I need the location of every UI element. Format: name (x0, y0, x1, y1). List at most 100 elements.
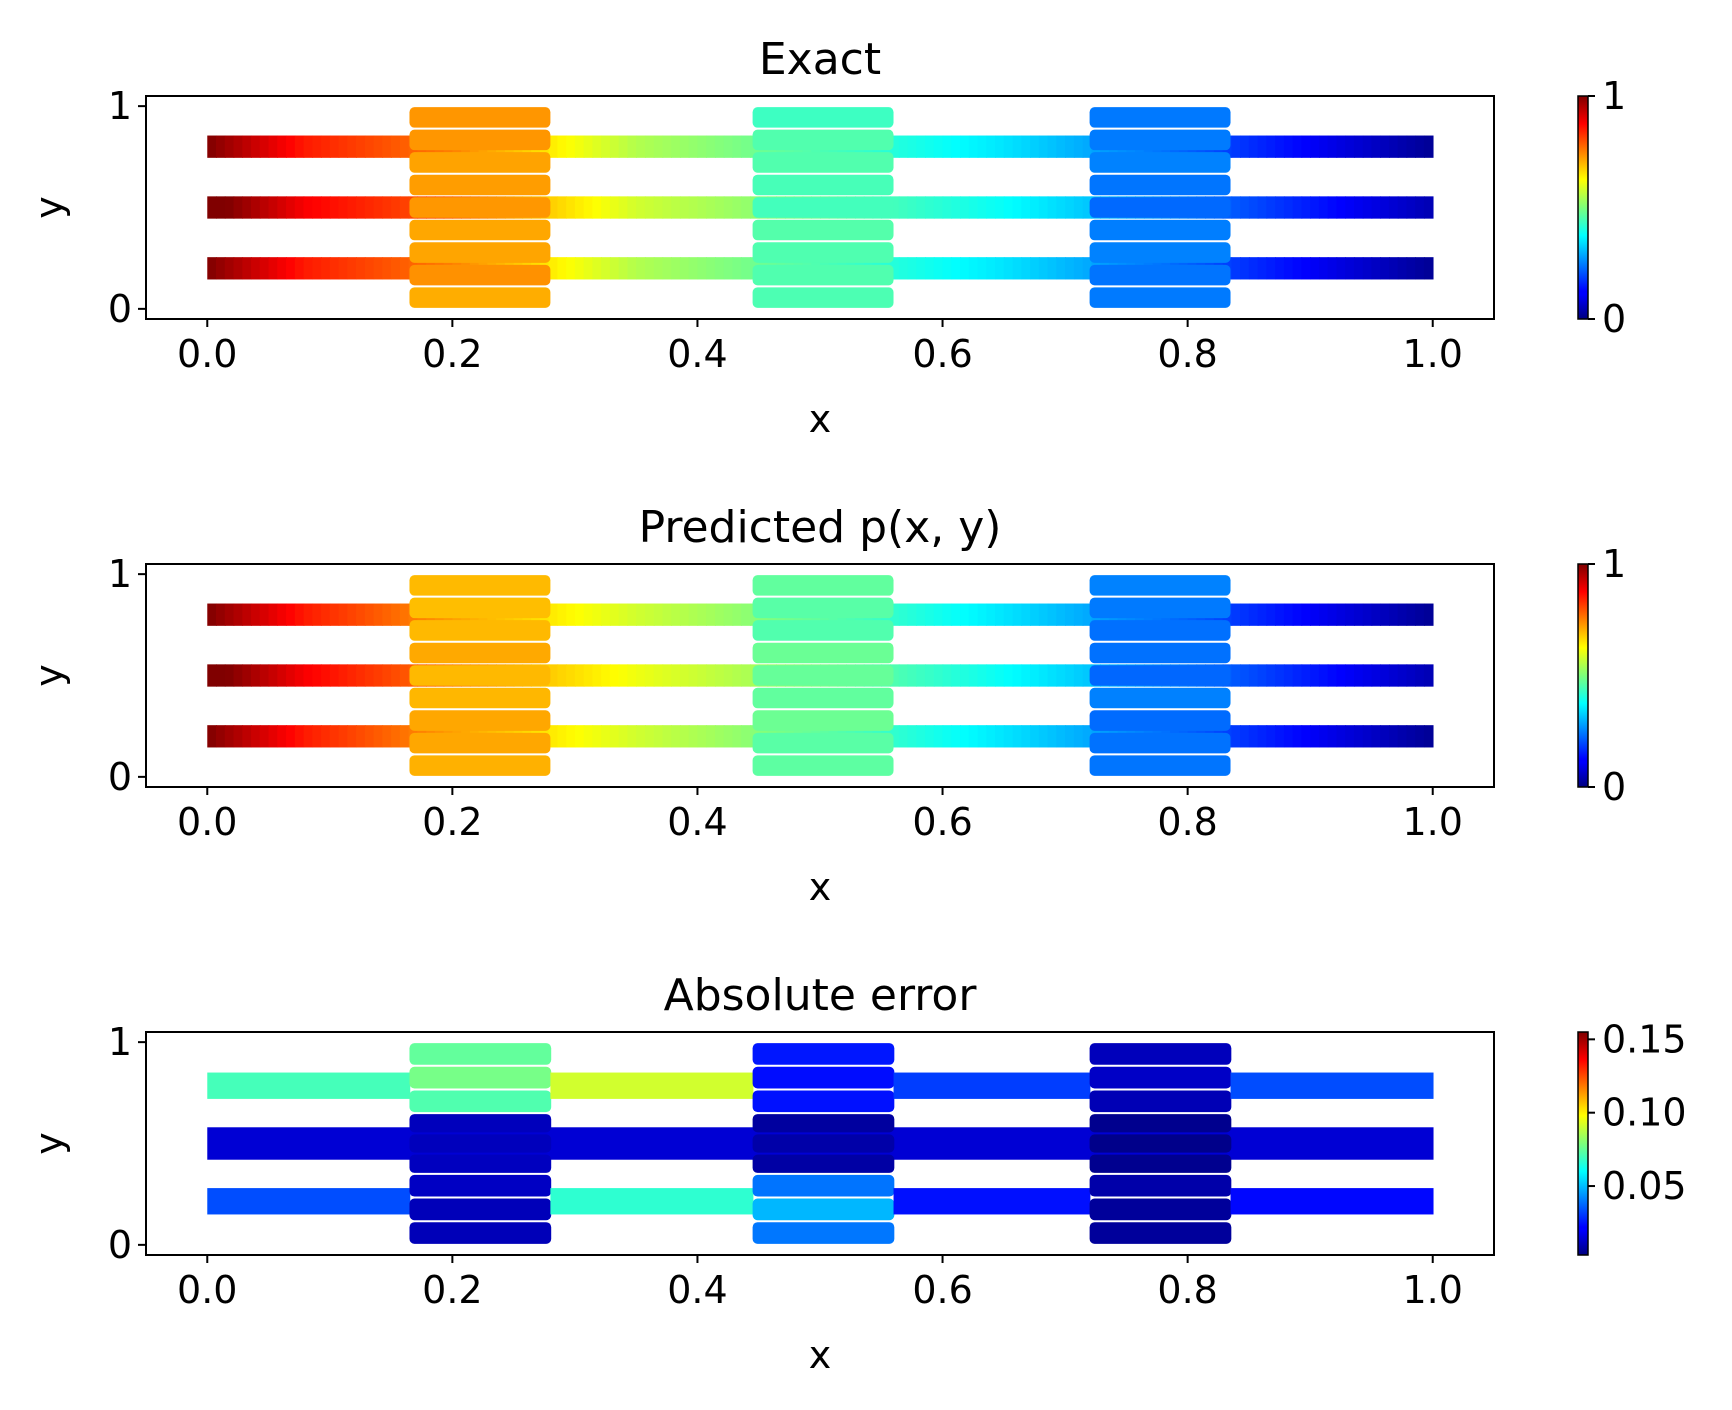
colorbar-tick-label: 1 (1602, 542, 1626, 586)
channel-cell (1283, 725, 1294, 748)
channel-cell (364, 257, 375, 280)
chamber-cell (409, 665, 551, 686)
channel-cell (583, 257, 594, 280)
channel-cell (653, 196, 664, 219)
channel-cell (548, 664, 559, 687)
channel-cell (960, 257, 970, 280)
channel-cell (1336, 725, 1346, 748)
channel-cell (1406, 135, 1417, 158)
channel-cell (1012, 603, 1023, 626)
chamber-cell (1089, 242, 1231, 263)
channel-cell (1030, 135, 1040, 158)
channel-cell (1003, 196, 1014, 219)
chamber-cell (752, 597, 894, 619)
channel-cell (1283, 603, 1294, 626)
channel-cell (207, 196, 217, 219)
channel-cell (1327, 603, 1338, 626)
channel-cell (1082, 603, 1093, 626)
panel-title: Exact (759, 34, 881, 85)
chamber-cell (409, 242, 551, 263)
channel-cell (338, 196, 349, 219)
channel-cell (338, 257, 349, 280)
channel-cell (960, 664, 970, 687)
channel-cell (627, 135, 637, 158)
channel-cell (942, 725, 953, 748)
channel-cell (916, 603, 926, 626)
channel-cell (907, 135, 918, 158)
channel-cell (1336, 257, 1346, 280)
channel-cell (1380, 257, 1390, 280)
channel-cell (574, 725, 585, 748)
channel-cell (1336, 135, 1346, 158)
channel-cell (1030, 257, 1040, 280)
channel-cell (662, 603, 672, 626)
channel-cell (1388, 664, 1399, 687)
channel-cell (995, 135, 1005, 158)
channel-cell (286, 135, 296, 158)
channel-cell (968, 196, 979, 219)
channel-cell (1021, 196, 1031, 219)
channel-cell (662, 664, 672, 687)
channel-cell (960, 725, 970, 748)
channel-cell (1065, 725, 1075, 748)
channel-cell (1345, 664, 1355, 687)
channel-cell (574, 196, 585, 219)
error-cell (752, 1043, 895, 1065)
channel-cell (1240, 664, 1250, 687)
channel-cell (618, 603, 629, 626)
channel-cell (303, 135, 314, 158)
channel-cell (224, 135, 235, 158)
channel-cell (548, 135, 559, 158)
channel-cell (933, 196, 944, 219)
channel-cell (548, 257, 559, 280)
channel-cell (312, 725, 322, 748)
channel-cell (294, 135, 305, 158)
x-tick-label: 0.4 (667, 800, 727, 844)
channel-cell (1388, 725, 1399, 748)
error-cell (550, 1072, 754, 1099)
channel-cell (1038, 725, 1049, 748)
channel-cell (1047, 725, 1058, 748)
channel-cell (1318, 196, 1329, 219)
channel-cell (714, 725, 725, 748)
channel-cell (653, 725, 664, 748)
channel-cell (1301, 664, 1311, 687)
channel-cell (1415, 196, 1425, 219)
chamber-cell (752, 642, 894, 664)
y-tick-label: 0 (108, 287, 132, 331)
x-tick-label: 0.8 (1157, 1268, 1217, 1312)
channel-cell (1038, 135, 1049, 158)
channel-cell (574, 603, 585, 626)
channel-cell (312, 135, 322, 158)
channel-cell (216, 196, 226, 219)
channel-cell (697, 135, 708, 158)
channel-cell (688, 603, 699, 626)
channel-cell (951, 664, 961, 687)
channel-cell (216, 725, 226, 748)
channel-cell (933, 603, 944, 626)
channel-cell (1292, 257, 1303, 280)
error-cell (752, 1154, 895, 1173)
channel-cell (1257, 603, 1268, 626)
channel-cell (1292, 196, 1303, 219)
channel-cell (714, 135, 725, 158)
axes-frame (145, 563, 1495, 788)
channel-cell (1021, 135, 1031, 158)
channel-cell (916, 196, 926, 219)
channel-cell (741, 257, 751, 280)
channel-cell (653, 664, 664, 687)
channel-cell (1240, 257, 1250, 280)
channel-cell (636, 664, 646, 687)
channel-cell (1345, 725, 1355, 748)
channel-cell (364, 135, 375, 158)
chamber-cell (752, 264, 894, 286)
channel-cell (977, 196, 988, 219)
chamber-cell (752, 242, 894, 263)
chamber-cell (1089, 755, 1231, 776)
channel-cell (1082, 257, 1093, 280)
channel-cell (977, 664, 988, 687)
channel-cell (609, 664, 620, 687)
channel-cell (898, 603, 909, 626)
channel-cell (312, 196, 322, 219)
channel-cell (566, 257, 576, 280)
